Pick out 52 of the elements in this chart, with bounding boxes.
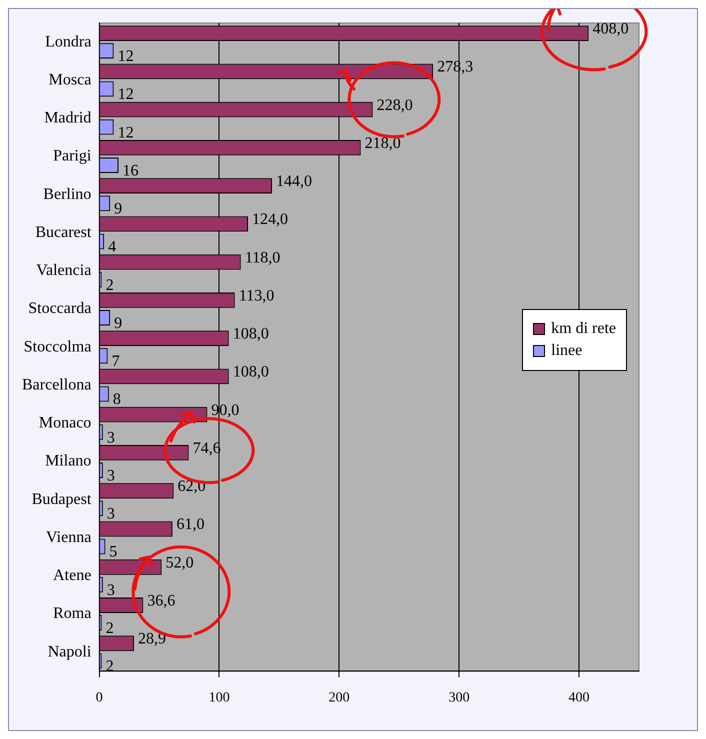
data-label: 3 [106, 582, 115, 599]
data-label: 108,0 [232, 364, 269, 381]
data-label: 4 [108, 238, 116, 256]
data-label: 5 [109, 544, 118, 561]
data-label: 108,0 [232, 326, 269, 343]
data-label: 144,0 [276, 173, 312, 190]
y-tick-label: Mosca [48, 71, 92, 88]
data-label: 9 [114, 314, 122, 332]
legend-label: km di rete [551, 320, 616, 338]
y-tick-label: Milano [45, 452, 92, 470]
data-label: 113,0 [238, 287, 274, 304]
y-tick-label: Stoccarda [28, 300, 92, 318]
x-tick-label: 400 [568, 690, 590, 706]
data-label: 12 [118, 48, 134, 66]
data-label: 12 [118, 124, 134, 142]
y-tick-label: Londra [45, 33, 92, 50]
data-label: 3 [106, 467, 115, 484]
data-label: 408,0 [592, 20, 629, 38]
y-tick-label: Atene [53, 567, 92, 584]
y-tick-label: Madrid [44, 110, 92, 127]
y-tick-label: Budapest [32, 490, 92, 508]
data-label: 36,6 [147, 592, 176, 610]
x-tick-label: 100 [208, 690, 230, 706]
data-label: 3 [106, 429, 115, 446]
data-label: 3 [106, 506, 115, 523]
data-label: 118,0 [244, 249, 280, 266]
data-label: 61,0 [176, 516, 204, 534]
x-tick-label: 0 [96, 690, 103, 706]
y-tick-label: Roma [53, 605, 92, 622]
data-label: 228,0 [376, 96, 413, 114]
y-tick-label: Bucarest [35, 224, 92, 241]
data-label: 124,0 [252, 211, 288, 228]
data-label: 8 [112, 391, 121, 408]
y-tick-label: Monaco [38, 414, 92, 432]
data-label: 16 [122, 162, 138, 180]
data-label: 7 [112, 353, 120, 370]
y-tick-label: Barcellona [22, 376, 92, 394]
y-tick-label: Parigi [53, 148, 92, 165]
data-label: 52,0 [166, 554, 194, 572]
y-tick-label: Valencia [36, 262, 92, 280]
legend-label: linee [551, 342, 582, 360]
data-label: 2 [106, 620, 114, 637]
x-tick-label: 200 [328, 690, 350, 706]
data-label: 2 [106, 276, 114, 294]
y-tick-label: Stoccolma [24, 338, 92, 356]
data-label: 12 [118, 86, 134, 104]
y-tick-label: Berlino [43, 186, 92, 203]
y-tick-label: Vienna [46, 528, 92, 546]
data-label: 218,0 [364, 134, 401, 152]
data-label: 9 [114, 200, 122, 218]
y-tick-label: Napoli [48, 643, 92, 660]
x-tick-label: 300 [448, 690, 470, 706]
